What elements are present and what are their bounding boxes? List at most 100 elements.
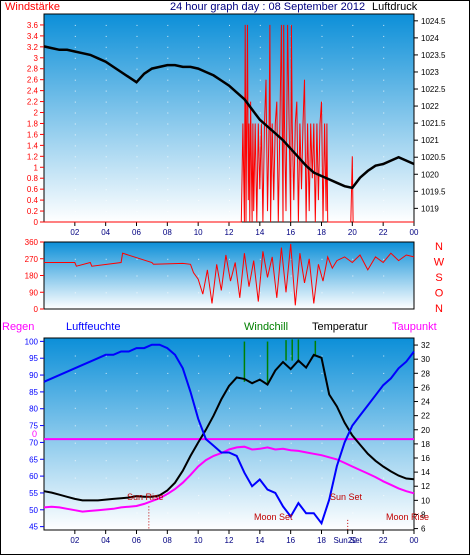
pressure-tick-label: 1020 — [421, 170, 439, 179]
temperature-tick-label: 24 — [421, 398, 430, 407]
pressure-tick-label: 1020.5 — [421, 153, 446, 162]
x-tick-label: 08 — [163, 228, 172, 237]
grid-dot — [321, 442, 323, 444]
grid-dot — [383, 460, 385, 462]
grid-dot — [167, 156, 169, 158]
x-tick-label: 08 — [163, 536, 172, 545]
pressure-tick-label: 1021.5 — [421, 119, 446, 128]
grid-dot — [198, 355, 200, 357]
x-tick-label: 22 — [379, 228, 388, 237]
grid-dot — [383, 156, 385, 158]
grid-dot — [105, 407, 107, 409]
grid-dot — [259, 112, 261, 114]
grid-dot — [74, 292, 76, 294]
grid-dot — [74, 35, 76, 37]
grid-dot — [136, 355, 138, 357]
grid-dot — [383, 495, 385, 497]
grid-dot — [383, 79, 385, 81]
grid-dot — [74, 477, 76, 479]
x-tick-label: Sun Set — [333, 536, 362, 545]
temperature-tick-label: 26 — [421, 383, 430, 392]
x-tick-label: 06 — [132, 228, 141, 237]
grid-dot — [74, 57, 76, 59]
grid-dot — [259, 68, 261, 70]
grid-dot — [383, 372, 385, 374]
grid-dot — [290, 390, 292, 392]
grid-dot — [259, 495, 261, 497]
grid-dot — [105, 79, 107, 81]
grid-dot — [383, 46, 385, 48]
grid-dot — [352, 477, 354, 479]
pressure-tick-label: 1019 — [421, 204, 439, 213]
grid-dot — [136, 167, 138, 169]
grid-dot — [198, 425, 200, 427]
grid-dot — [352, 90, 354, 92]
grid-dot — [198, 57, 200, 59]
pressure-tick-label: 1019.5 — [421, 187, 446, 196]
grid-dot — [352, 145, 354, 147]
temperature-tick-label: 8 — [421, 510, 426, 519]
grid-dot — [74, 178, 76, 180]
grid-dot — [136, 442, 138, 444]
grid-dot — [198, 372, 200, 374]
grid-dot — [74, 167, 76, 169]
grid-dot — [105, 112, 107, 114]
wind-tick-label: 0.6 — [27, 185, 39, 194]
grid-dot — [167, 123, 169, 125]
grid-dot — [321, 57, 323, 59]
grid-dot — [383, 292, 385, 294]
x-tick-label: 12 — [225, 228, 234, 237]
grid-dot — [383, 167, 385, 169]
grid-dot — [290, 425, 292, 427]
rain-label: Regen — [2, 321, 34, 333]
grid-dot — [74, 460, 76, 462]
grid-dot — [259, 407, 261, 409]
grid-dot — [74, 495, 76, 497]
x-tick-label: 10 — [194, 536, 203, 545]
grid-dot — [74, 425, 76, 427]
grid-dot — [198, 512, 200, 514]
grid-dot — [74, 145, 76, 147]
wind-direction-series — [44, 243, 415, 306]
wind-tick-label: 3.6 — [27, 21, 39, 30]
header-left-label: Windstärke — [5, 1, 60, 13]
grid-dot — [105, 292, 107, 294]
grid-dot — [383, 90, 385, 92]
grid-dot — [167, 178, 169, 180]
grid-dot — [167, 495, 169, 497]
grid-dot — [321, 425, 323, 427]
compass-label: S — [435, 272, 442, 284]
grid-dot — [105, 425, 107, 427]
grid-dot — [167, 477, 169, 479]
grid-dot — [167, 101, 169, 103]
grid-dot — [290, 275, 292, 277]
wind-tick-label: 1.2 — [27, 152, 39, 161]
grid-dot — [352, 24, 354, 26]
grid-dot — [105, 101, 107, 103]
grid-dot — [105, 46, 107, 48]
grid-dot — [167, 292, 169, 294]
grid-dot — [136, 275, 138, 277]
x-tick-label: 18 — [317, 536, 326, 545]
grid-dot — [383, 512, 385, 514]
grid-dot — [259, 24, 261, 26]
grid-dot — [74, 211, 76, 213]
grid-dot — [136, 189, 138, 191]
grid-dot — [167, 460, 169, 462]
pressure-tick-label: 1022.5 — [421, 85, 446, 94]
humidity-tick-label: 65 — [29, 455, 38, 464]
pressure-tick-label: 1024.5 — [421, 17, 446, 26]
grid-dot — [136, 134, 138, 136]
grid-dot — [198, 292, 200, 294]
humidity-tick-label: 80 — [29, 405, 38, 414]
grid-dot — [136, 57, 138, 59]
grid-dot — [136, 46, 138, 48]
wind-tick-label: 2 — [34, 109, 39, 118]
grid-dot — [167, 112, 169, 114]
x-tick-label: 02 — [70, 228, 79, 237]
rain-zero-label: 0 — [32, 429, 37, 439]
grid-dot — [352, 134, 354, 136]
grid-dot — [259, 460, 261, 462]
